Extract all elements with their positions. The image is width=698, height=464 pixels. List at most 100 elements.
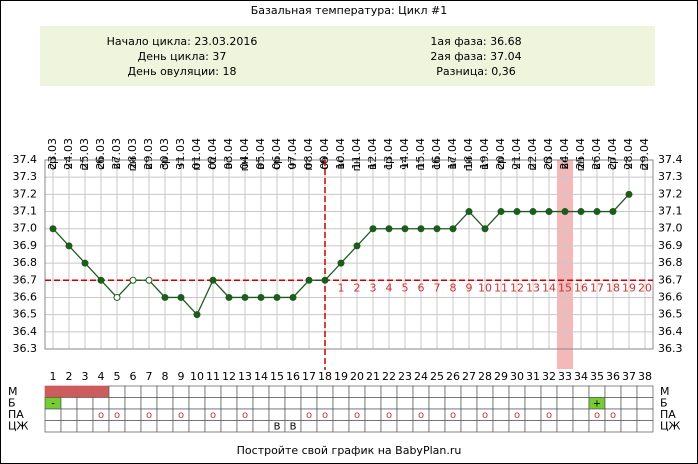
- row-label: М: [8, 385, 18, 398]
- x-tick-label: 34: [574, 370, 588, 383]
- temp-point: [113, 293, 121, 301]
- date-label: 15.04: [414, 138, 427, 170]
- temp-point: [49, 225, 57, 233]
- y-tick-label-right: 36.9: [658, 239, 683, 252]
- calendar-cell: [620, 397, 638, 410]
- date-label: 30.03: [158, 138, 171, 170]
- calendar-cell: [124, 397, 142, 410]
- date-label: 11.04: [350, 138, 363, 170]
- calendar-cell: [524, 385, 542, 398]
- y-tick-label: 37.4: [13, 153, 38, 166]
- calendar-cell: [76, 408, 94, 421]
- y-tick-label-right: 36.4: [658, 325, 683, 338]
- calendar-cell: [60, 397, 78, 410]
- calendar-cell: [476, 420, 494, 433]
- luteal-day: 15: [558, 281, 572, 294]
- calendar-cell: [428, 385, 446, 398]
- luteal-day: 19: [622, 281, 636, 294]
- y-tick-label: 36.9: [13, 239, 38, 252]
- calendar-cell: [572, 397, 590, 410]
- luteal-day: 4: [386, 281, 393, 294]
- y-tick-label-right: 37.2: [658, 187, 683, 200]
- y-tick-label-right: 37.4: [658, 153, 683, 166]
- calendar-cell: [380, 420, 398, 433]
- date-label: 25.04: [574, 138, 587, 170]
- calendar-cell: [396, 408, 414, 421]
- calendar-cell: [236, 385, 254, 398]
- calendar-cell: [396, 385, 414, 398]
- calendar-cell: [316, 397, 334, 410]
- y-tick-label: 36.7: [13, 273, 38, 286]
- x-tick-label: 32: [542, 370, 556, 383]
- luteal-day: 6: [418, 281, 425, 294]
- temp-point: [401, 225, 409, 233]
- temp-point: [561, 208, 569, 216]
- chart-title: Базальная температура: Цикл #1: [251, 4, 448, 17]
- calendar-cell: [156, 397, 174, 410]
- info-line: День овуляции: 18: [128, 65, 237, 78]
- calendar-cell: [460, 408, 478, 421]
- calendar-cell: [268, 385, 286, 398]
- date-label: 29.03: [142, 138, 155, 170]
- calendar-cell: [204, 385, 222, 398]
- weekday-label: пт: [78, 156, 91, 170]
- weekday-label: сб: [542, 157, 555, 170]
- calendar-cell: [492, 420, 510, 433]
- luteal-day: 12: [510, 281, 524, 294]
- x-tick-label: 9: [178, 370, 185, 383]
- x-tick-label: 10: [190, 370, 204, 383]
- x-tick-label: 31: [526, 370, 540, 383]
- calendar-cell: [380, 397, 398, 410]
- calendar-cell: [316, 385, 334, 398]
- calendar-cell: [252, 385, 270, 398]
- calendar-cell: [524, 408, 542, 421]
- temp-point: [65, 242, 73, 250]
- calendar-mark: o: [242, 410, 248, 421]
- luteal-day: 7: [434, 281, 441, 294]
- luteal-day: 11: [494, 281, 508, 294]
- calendar-cell: [620, 385, 638, 398]
- weekday-label: чт: [398, 156, 411, 169]
- date-label: 27.04: [606, 138, 619, 170]
- calendar-cell: [188, 408, 206, 421]
- x-tick-label: 26: [446, 370, 460, 383]
- x-tick-label: 16: [286, 370, 300, 383]
- calendar-cell: [252, 420, 270, 433]
- y-tick-label-right: 37.3: [658, 170, 683, 183]
- calendar-cell: [588, 420, 606, 433]
- weekday-label: пт: [526, 156, 539, 170]
- weekday-label: пн: [574, 157, 587, 171]
- row-label-right: ЦЖ: [660, 420, 681, 433]
- calendar-cell: [588, 385, 606, 398]
- row-label-right: ПА: [660, 408, 676, 421]
- x-tick-label: 7: [146, 370, 153, 383]
- weekday-label: сб: [94, 157, 107, 170]
- weekday-label: вс: [110, 157, 123, 170]
- calendar-cell: [556, 385, 574, 398]
- row-label-right: М: [660, 385, 670, 398]
- weekday-label: чт: [622, 156, 635, 169]
- x-tick-label: 36: [606, 370, 620, 383]
- info-label: 2ая фаза:: [430, 50, 486, 63]
- calendar-cell: [636, 420, 654, 433]
- info-line: День цикла: 37: [138, 50, 227, 63]
- date-label: 24.03: [62, 138, 75, 170]
- calendar-cell: [332, 420, 350, 433]
- calendar-cell: [508, 397, 526, 410]
- calendar-cell: [156, 408, 174, 421]
- calendar-cell: [364, 385, 382, 398]
- temp-point: [465, 208, 473, 216]
- calendar-cell: [604, 420, 622, 433]
- calendar-cell: [188, 385, 206, 398]
- date-label: 01.04: [190, 138, 203, 170]
- info-value: 0,36: [491, 65, 516, 78]
- temp-point: [385, 225, 393, 233]
- x-tick-label: 30: [510, 370, 524, 383]
- x-tick-label: 25: [430, 370, 444, 383]
- info-value: 37: [212, 50, 226, 63]
- date-label: 14.04: [398, 138, 411, 170]
- luteal-day: 3: [370, 281, 377, 294]
- temp-point: [609, 208, 617, 216]
- date-label: 07.04: [286, 138, 299, 170]
- calendar-cell: [156, 385, 174, 398]
